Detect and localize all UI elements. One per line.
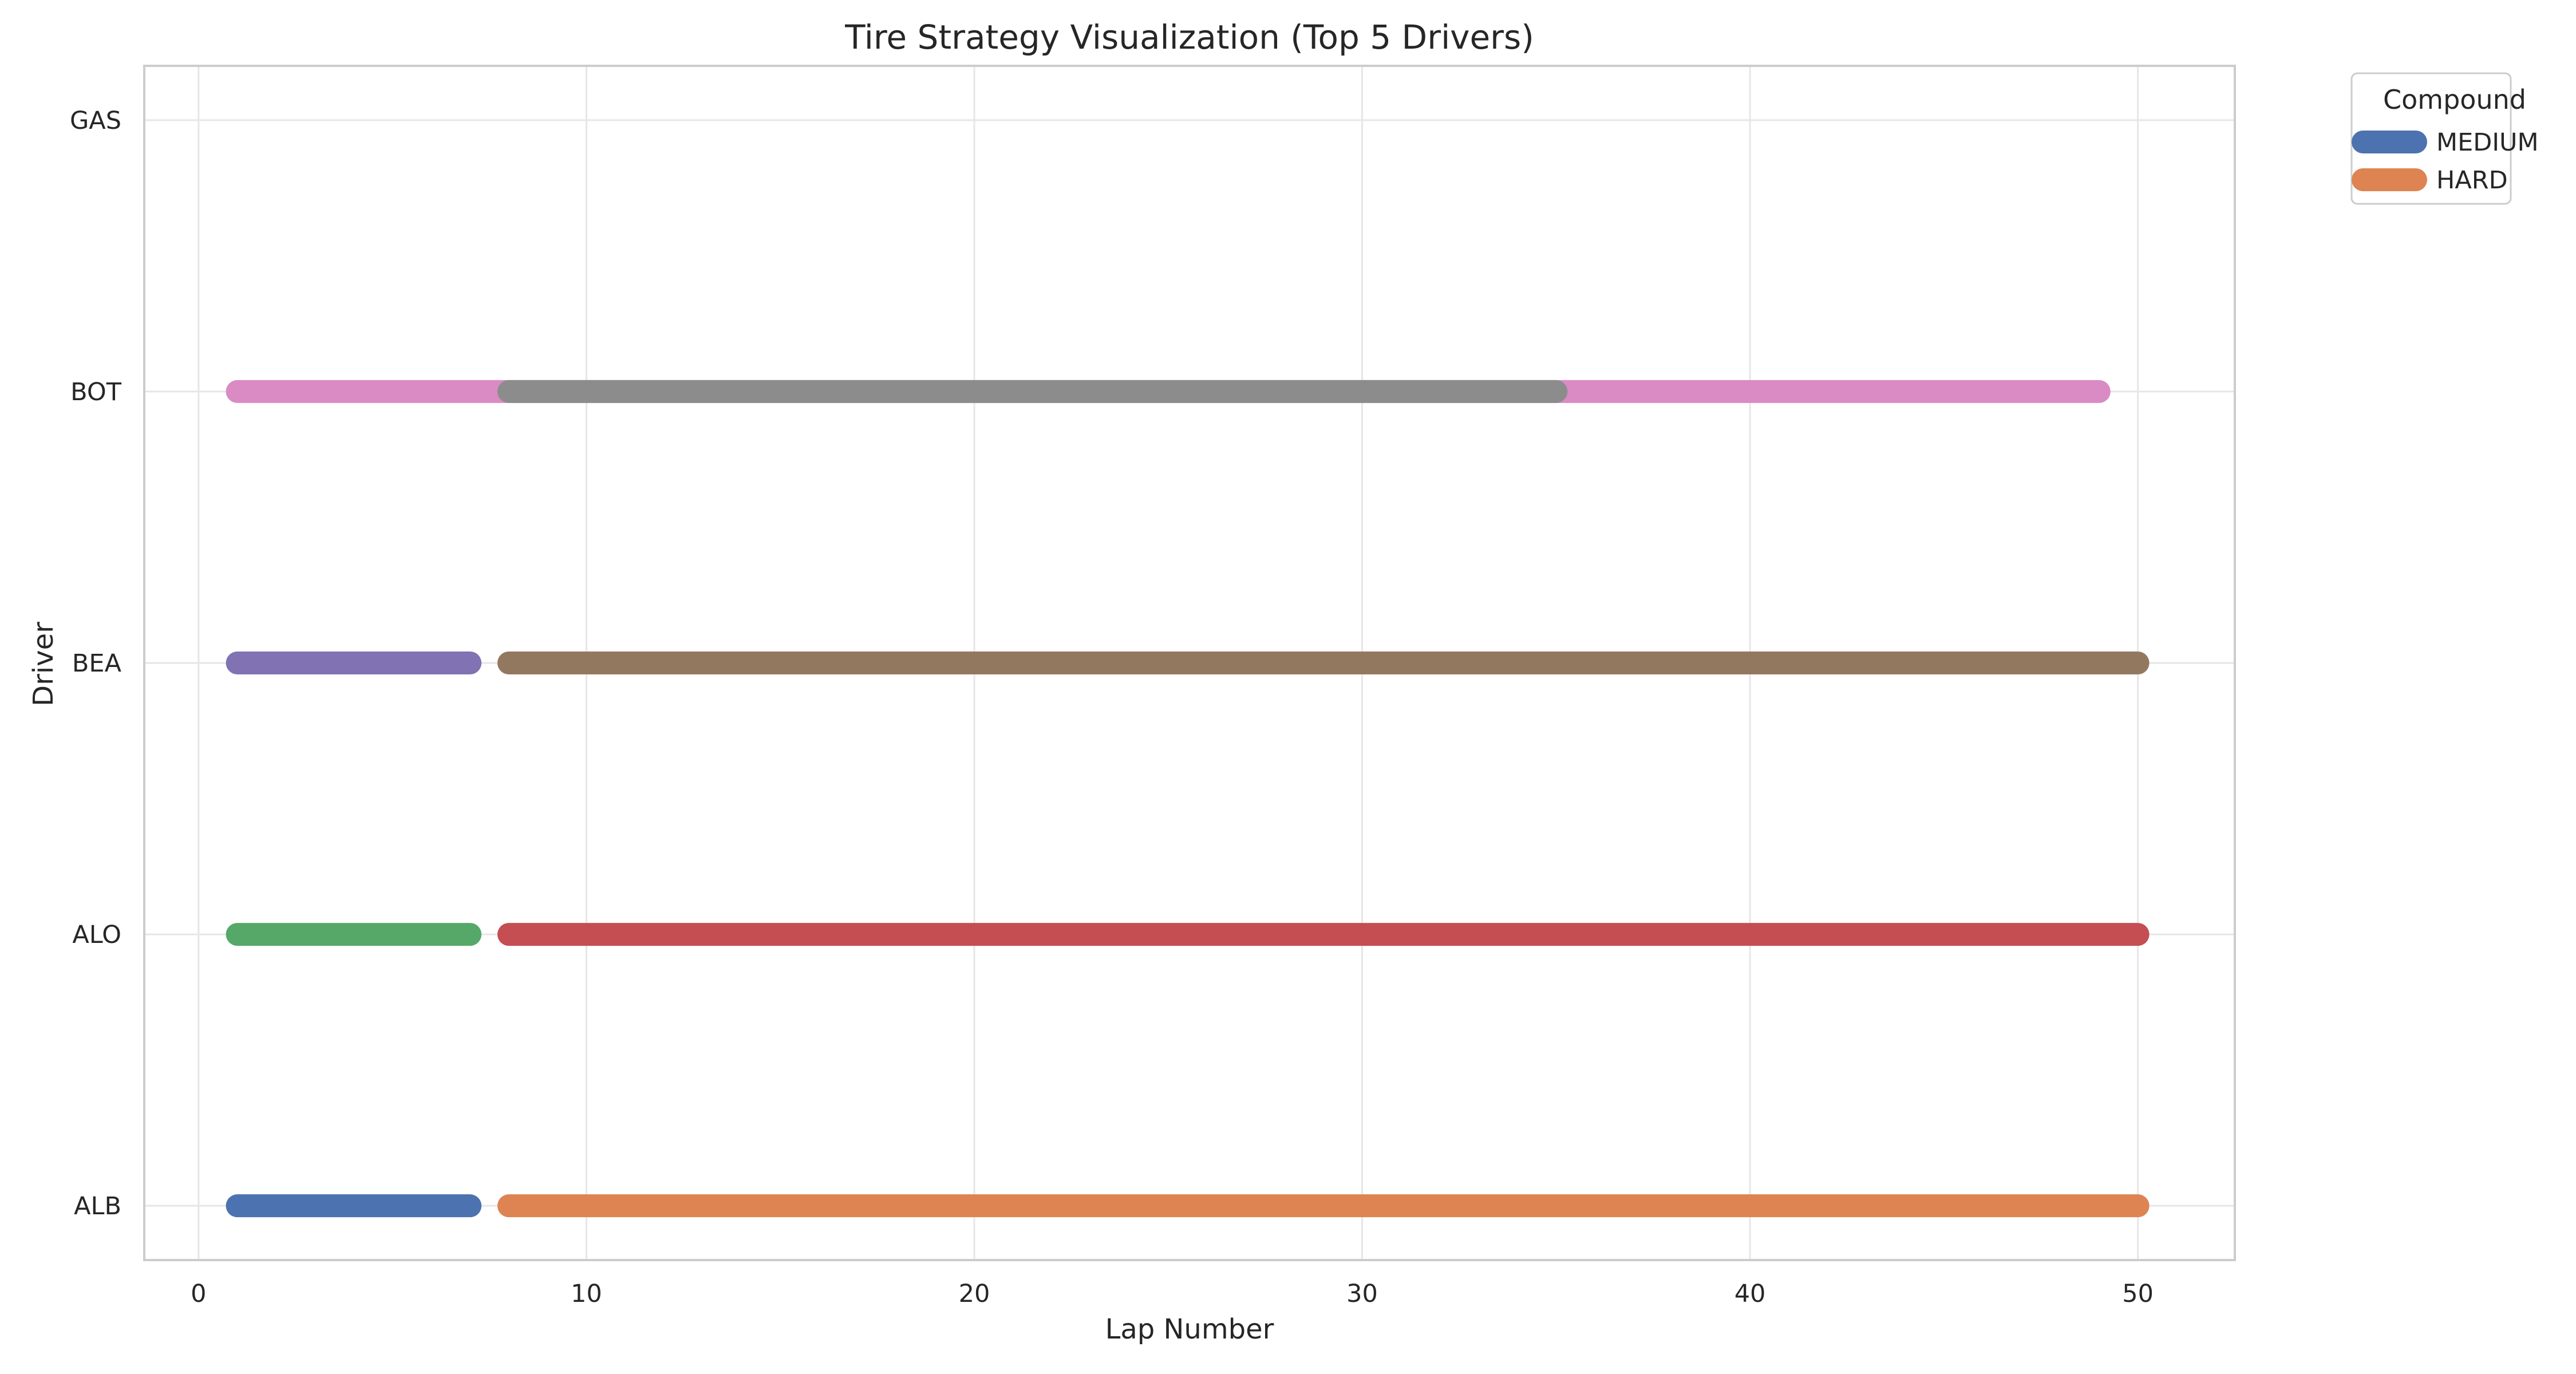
x-axis-label: Lap Number xyxy=(1105,1313,1274,1345)
x-tick-label: 10 xyxy=(571,1280,602,1308)
y-tick-label-bot: BOT xyxy=(70,378,122,406)
plot-frame xyxy=(143,65,2236,1261)
legend-entries: MEDIUM HARD xyxy=(2352,128,2539,195)
legend-label-hard: HARD xyxy=(2436,166,2508,195)
x-tick-label: 20 xyxy=(959,1280,990,1308)
x-tick-label: 0 xyxy=(191,1280,206,1308)
legend: Compound MEDIUM HARD xyxy=(2350,72,2539,205)
y-axis-ticks: ALB ALO BEA BOT GAS xyxy=(70,106,122,1221)
legend-label-medium: MEDIUM xyxy=(2436,128,2539,157)
y-tick-label-bea: BEA xyxy=(72,649,122,678)
chart-title: Tire Strategy Visualization (Top 5 Drive… xyxy=(844,18,1534,57)
x-tick-label: 30 xyxy=(1346,1280,1378,1308)
y-tick-label-gas: GAS xyxy=(70,106,121,135)
x-axis-ticks: 0 10 20 30 40 50 xyxy=(191,1280,2154,1308)
y-axis-label: Driver xyxy=(27,622,60,706)
x-tick-label: 50 xyxy=(2122,1280,2154,1308)
legend-title: Compound xyxy=(2383,84,2526,115)
y-tick-label-alo: ALO xyxy=(72,921,121,949)
x-tick-label: 40 xyxy=(1735,1280,1766,1308)
y-tick-label-alb: ALB xyxy=(74,1192,121,1221)
stints xyxy=(226,380,2150,1218)
